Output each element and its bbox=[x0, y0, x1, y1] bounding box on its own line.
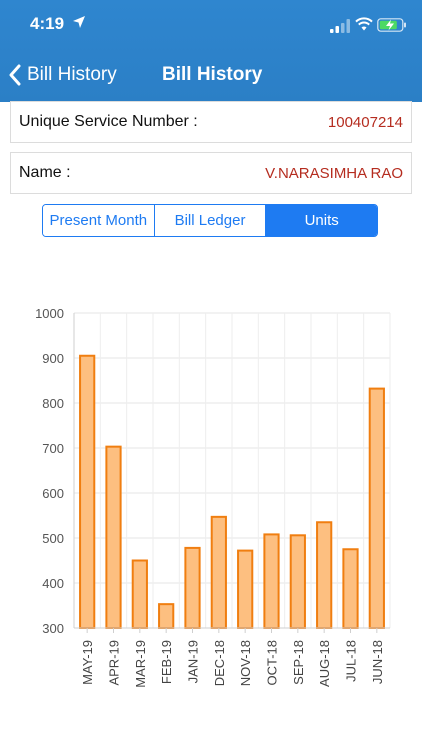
segment-present-month[interactable]: Present Month bbox=[43, 205, 155, 236]
chart-bars bbox=[79, 354, 385, 630]
service-number-row: Unique Service Number : 100407214 bbox=[10, 101, 412, 143]
back-label: Bill History bbox=[27, 64, 117, 85]
service-number-label: Unique Service Number : bbox=[19, 113, 198, 130]
chart-bar-nov-18 bbox=[237, 549, 254, 630]
x-tick-label: OCT-18 bbox=[265, 640, 280, 686]
x-tick-label: JUL-18 bbox=[344, 640, 359, 682]
x-tick-label: APR-19 bbox=[107, 640, 122, 686]
y-tick-label: 300 bbox=[42, 621, 64, 636]
chart-bar-mar-19 bbox=[131, 559, 148, 629]
y-tick-label: 900 bbox=[42, 351, 64, 366]
chart-bar-feb-19 bbox=[158, 603, 175, 629]
segment-units[interactable]: Units bbox=[266, 205, 377, 236]
x-tick-label: NOV-18 bbox=[238, 640, 253, 686]
cellular-signal-icon bbox=[330, 19, 350, 33]
wifi-icon bbox=[355, 17, 373, 31]
y-tick-label: 400 bbox=[42, 576, 64, 591]
y-tick-label: 1000 bbox=[35, 306, 64, 321]
x-tick-label: MAY-19 bbox=[80, 640, 95, 685]
y-tick-label: 700 bbox=[42, 441, 64, 456]
navigation-bar: Bill History Bill History bbox=[0, 50, 422, 100]
y-axis: 300 400 500 600 700 800 900 1000 bbox=[35, 306, 75, 636]
y-tick-label: 800 bbox=[42, 396, 64, 411]
x-tick-label: SEP-18 bbox=[291, 640, 306, 685]
page-title: Bill History bbox=[162, 64, 263, 85]
x-axis: MAY-19 APR-19 MAR-19 FEB-19 JAN-19 DEC-18 NOV-… bbox=[74, 627, 390, 688]
x-tick-label: JAN-19 bbox=[186, 640, 201, 683]
y-tick-label: 500 bbox=[42, 531, 64, 546]
chart-bar-jan-19 bbox=[184, 546, 201, 629]
back-button[interactable]: Bill History bbox=[8, 59, 117, 91]
x-tick-label: AUG-18 bbox=[317, 640, 332, 687]
segment-bill-ledger[interactable]: Bill Ledger bbox=[154, 205, 267, 236]
chart-bar-jul-18 bbox=[342, 548, 359, 629]
x-tick-label: FEB-19 bbox=[159, 640, 174, 684]
service-number-value: 100407214 bbox=[327, 113, 403, 131]
customer-name-label: Name : bbox=[19, 164, 71, 181]
x-tick-label: JUN-18 bbox=[370, 640, 385, 684]
chart-bar-oct-18 bbox=[263, 533, 280, 629]
location-arrow-icon bbox=[73, 16, 85, 28]
status-bar: 4:19 bbox=[0, 0, 422, 50]
customer-name-value: V.NARASIMHA RAO bbox=[265, 164, 403, 182]
chart-bar-may-19 bbox=[79, 354, 96, 629]
customer-name-row: Name : V.NARASIMHA RAO bbox=[10, 152, 412, 194]
x-tick-label: DEC-18 bbox=[212, 640, 227, 686]
chevron-left-icon bbox=[9, 64, 21, 86]
header-bar: 4:19 Bill History Bill Hist bbox=[0, 0, 422, 102]
x-tick-label: MAR-19 bbox=[133, 640, 148, 688]
battery-charging-icon bbox=[377, 18, 406, 32]
chart-bar-apr-19 bbox=[105, 445, 122, 629]
view-segmented-control: Present Month Bill Ledger Units bbox=[42, 204, 378, 237]
status-time: 4:19 bbox=[30, 14, 65, 33]
chart-bar-jun-18 bbox=[368, 387, 385, 629]
chart-bar-dec-18 bbox=[210, 515, 227, 630]
y-tick-label: 600 bbox=[42, 486, 64, 501]
chart-bar-aug-18 bbox=[316, 521, 333, 629]
chart-bar-sep-18 bbox=[289, 534, 306, 629]
